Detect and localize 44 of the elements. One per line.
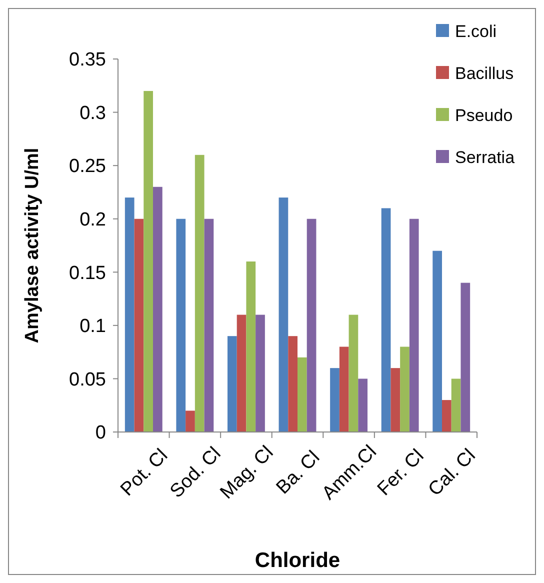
bar <box>381 208 391 432</box>
y-tick-label: 0.35 <box>69 50 106 71</box>
legend-label: Pseudo <box>455 106 513 125</box>
y-tick-label: 0 <box>95 422 106 444</box>
bar <box>409 218 419 432</box>
bar <box>246 261 256 432</box>
bar <box>390 368 400 432</box>
bar <box>330 368 340 432</box>
bar <box>236 314 246 432</box>
bar <box>176 218 186 432</box>
bar <box>144 90 154 432</box>
bar <box>306 218 316 432</box>
y-axis-title: Amylase activity U/ml <box>22 148 43 344</box>
bar <box>278 198 288 432</box>
y-tick-label: 0.15 <box>69 262 106 284</box>
bar <box>227 336 237 432</box>
bar <box>298 357 307 432</box>
y-tick-label: 0.25 <box>69 156 106 178</box>
legend-label: Serratia <box>455 148 516 167</box>
bar <box>339 346 349 432</box>
bar <box>194 154 204 432</box>
bar <box>124 198 134 432</box>
y-tick-label: 0.05 <box>69 369 106 390</box>
y-tick-label: 0.2 <box>80 210 106 231</box>
legend-label: Bacillus <box>455 64 514 83</box>
bar <box>256 314 265 432</box>
x-tick-label: Ba. Cl <box>272 447 324 499</box>
y-tick-label: 0.3 <box>80 102 106 124</box>
bar <box>451 378 461 432</box>
bar <box>134 218 144 432</box>
bar <box>288 336 298 432</box>
bar <box>460 282 470 432</box>
bar <box>186 410 195 432</box>
bar <box>400 346 410 432</box>
y-tick-label: 0.1 <box>80 316 106 338</box>
bar <box>358 378 368 432</box>
x-tick-label: Cal. Cl <box>424 445 480 500</box>
bar <box>432 250 442 432</box>
bar <box>204 218 214 432</box>
bar <box>153 186 162 432</box>
bar <box>442 400 452 432</box>
bar <box>348 314 358 432</box>
x-axis-title: Chloride <box>254 549 340 572</box>
legend-label: E.coli <box>455 22 497 41</box>
